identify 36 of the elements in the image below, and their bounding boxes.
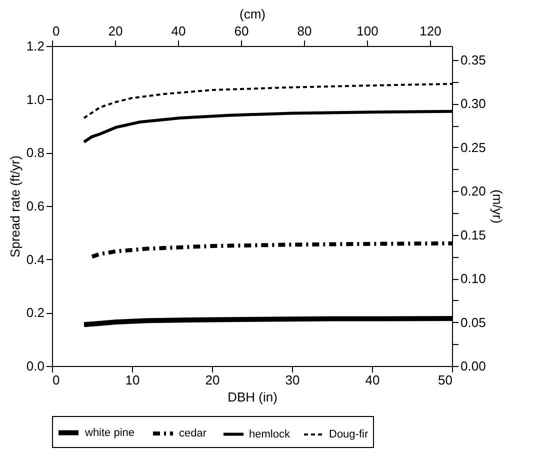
y-tick-label: 1.0	[26, 92, 44, 107]
x-tick-label: 30	[285, 372, 300, 388]
y-axis-title: Spread rate (ft/yr)	[7, 156, 22, 258]
y2-tick-label: 0.00	[460, 358, 486, 374]
y2-tick-label: 0.05	[460, 314, 486, 330]
legend-label: hemlock	[249, 428, 290, 440]
x2-tick-label: 0	[52, 24, 60, 38]
legend-label: white pine	[84, 426, 135, 439]
x2-tick-label: 40	[171, 24, 186, 38]
x-axis-title: DBH (in)	[228, 390, 278, 404]
y2-tick-label: 0.20	[460, 184, 486, 199]
x2-tick-label: 80	[297, 24, 312, 38]
legend-label: Doug-fir	[329, 428, 368, 440]
y-tick-label: 0.4	[26, 252, 44, 267]
x-tick-label: 20	[205, 372, 220, 388]
y2-tick-label: 0.25	[460, 140, 486, 155]
x-tick-label: 40	[365, 372, 380, 388]
y-tick-label: 0.6	[26, 198, 44, 214]
x2-tick-label: 60	[234, 24, 249, 38]
y2-axis-title: (m/yr)	[490, 190, 505, 224]
x2-tick-label: 120	[420, 24, 442, 38]
y2-tick-label: 0.30	[460, 96, 486, 112]
y-tick-label: 1.2	[26, 38, 44, 54]
y-tick-label: 0.2	[26, 305, 44, 320]
x-tick-label: 10	[125, 372, 140, 388]
legend-label: cedar	[179, 428, 207, 440]
y2-tick-label: 0.15	[460, 227, 486, 242]
y-tick-label: 0.8	[26, 145, 44, 160]
y2-tick-label: 0.10	[460, 271, 486, 286]
x2-tick-label: 20	[108, 24, 123, 38]
x-tick-label: 0	[52, 372, 60, 388]
x-tick-label: 50	[438, 372, 452, 388]
y2-tick-label: 0.35	[460, 52, 486, 68]
x2-tick-label: 100	[356, 24, 378, 38]
y-tick-label: 0.0	[26, 358, 44, 374]
x2-axis-title: (cm)	[240, 6, 266, 22]
